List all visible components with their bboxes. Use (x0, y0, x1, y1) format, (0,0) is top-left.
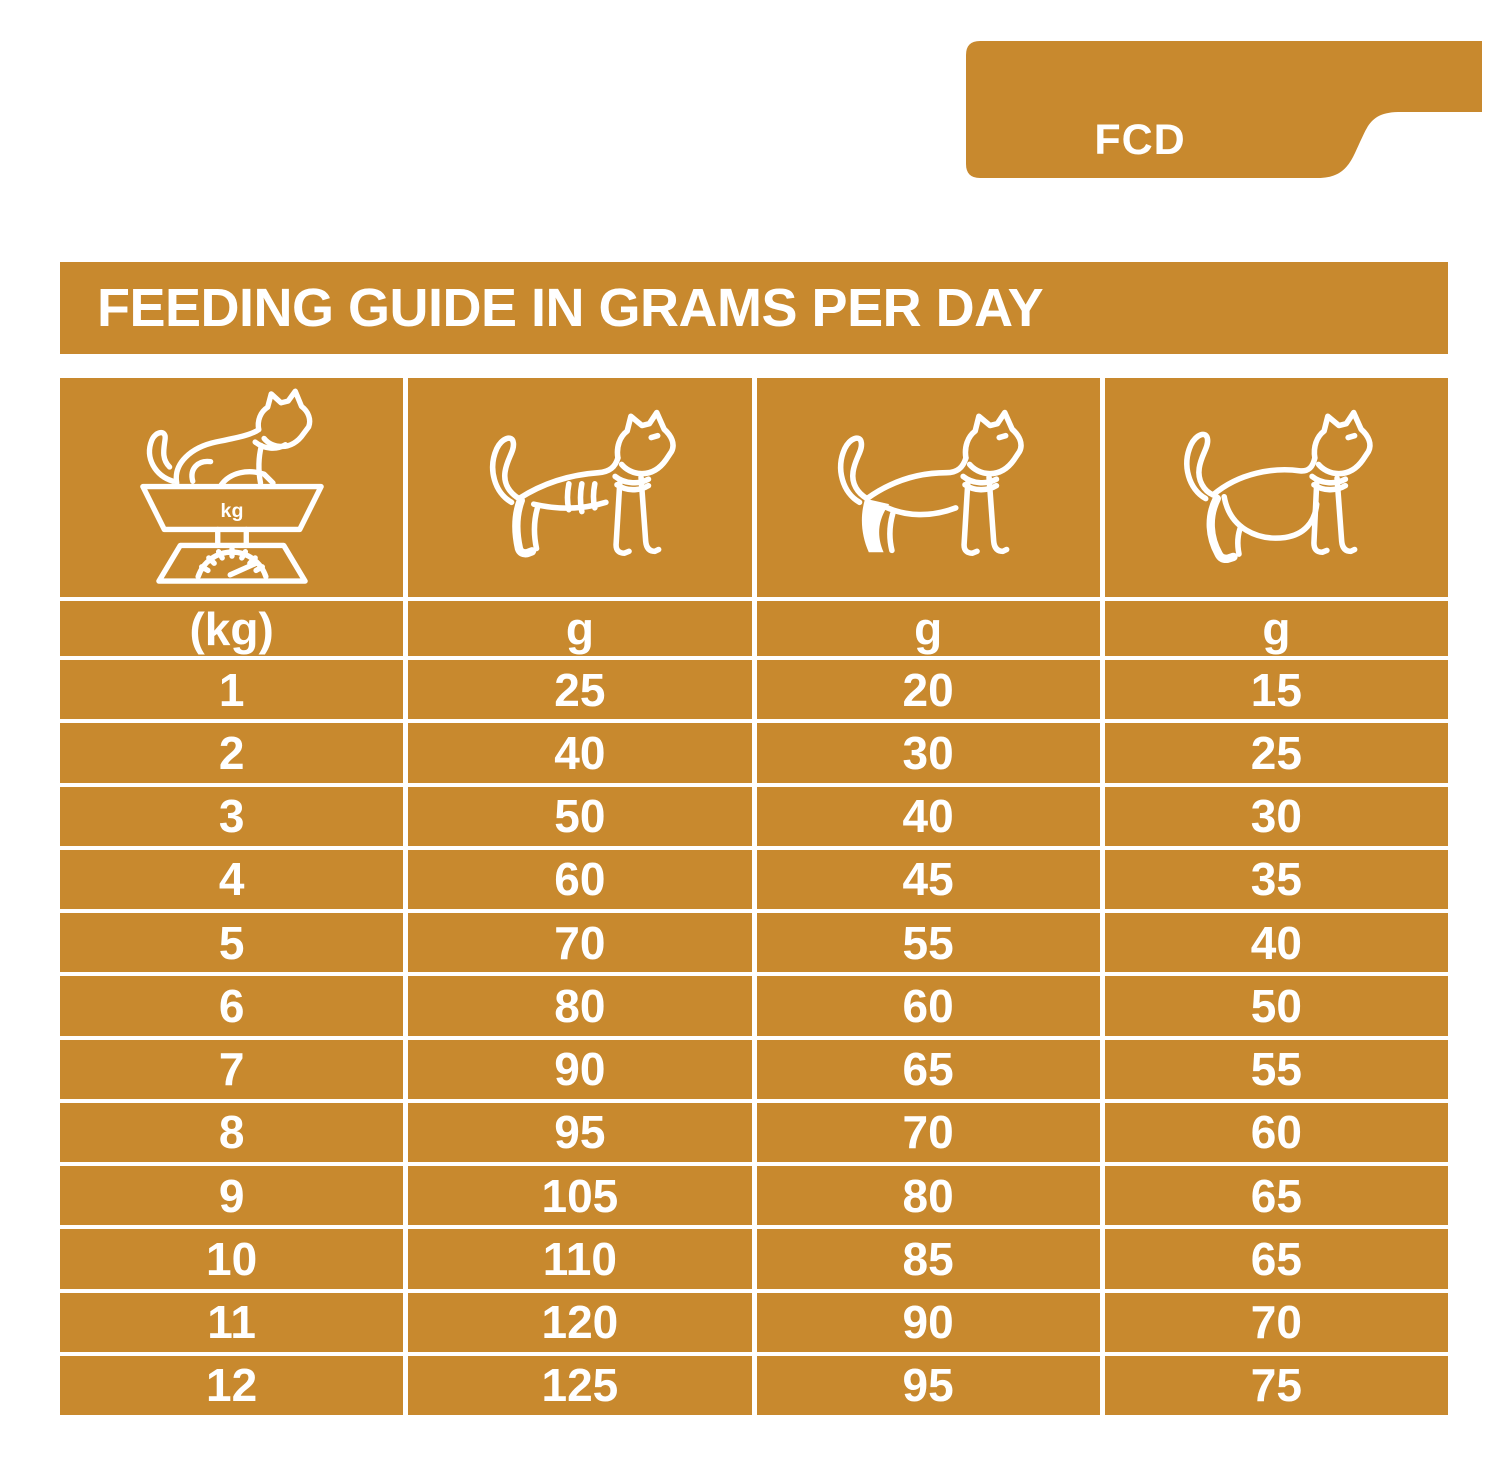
grams-per-day-cell: 70 (756, 1102, 1100, 1162)
grams-per-day-cell: 55 (1104, 1039, 1448, 1099)
grams-per-day-cell: 125 (408, 1355, 752, 1415)
grams-per-day-cell: 70 (1104, 1292, 1448, 1352)
column-header-underweight-cat (408, 378, 752, 597)
grams-per-day-cell: 85 (756, 1229, 1100, 1289)
body-weight-cell: 1 (60, 660, 404, 720)
column-header-body-weight: kg (60, 378, 404, 597)
underweight-cat-icon (489, 409, 676, 558)
body-weight-cell: 10 (60, 1229, 404, 1289)
body-weight-cell: 2 (60, 723, 404, 783)
grams-per-day-cell: 120 (408, 1292, 752, 1352)
column-header-ideal-weight-cat (756, 378, 1100, 597)
fcd-tab (966, 41, 1482, 178)
grams-per-day-cell: 110 (408, 1229, 752, 1289)
body-weight-cell: 3 (60, 786, 404, 846)
grams-per-day-cell: 65 (756, 1039, 1100, 1099)
grams-per-day-cell: 25 (408, 660, 752, 720)
ideal-weight-cat-icon (838, 409, 1024, 556)
grams-per-day-cell: 50 (1104, 976, 1448, 1036)
unit-header-g-underweight: g (408, 601, 752, 656)
overweight-cat-icon (1184, 409, 1374, 564)
grams-per-day-cell: 50 (408, 786, 752, 846)
body-weight-cell: 12 (60, 1355, 404, 1415)
unit-header-g-ideal: g (756, 601, 1100, 656)
grams-per-day-cell: 80 (408, 976, 752, 1036)
grams-per-day-cell: 45 (756, 849, 1100, 909)
fcd-tab-label: FCD (1094, 116, 1186, 164)
column-header-overweight-cat (1104, 378, 1448, 597)
grams-per-day-cell: 80 (756, 1166, 1100, 1226)
grams-per-day-cell: 40 (408, 723, 752, 783)
grams-per-day-cell: 30 (756, 723, 1100, 783)
body-weight-cell: 5 (60, 913, 404, 973)
grams-per-day-cell: 15 (1104, 660, 1448, 720)
grams-per-day-cell: 65 (1104, 1229, 1448, 1289)
grams-per-day-cell: 55 (756, 913, 1100, 973)
unit-header-kg: (kg) (60, 601, 404, 656)
grams-per-day-cell: 35 (1104, 849, 1448, 909)
grams-per-day-cell: 60 (756, 976, 1100, 1036)
grams-per-day-cell: 30 (1104, 786, 1448, 846)
grams-per-day-cell: 60 (1104, 1102, 1448, 1162)
grams-per-day-cell: 105 (408, 1166, 752, 1226)
grams-per-day-cell: 60 (408, 849, 752, 909)
grams-per-day-cell: 25 (1104, 723, 1448, 783)
body-weight-cell: 8 (60, 1102, 404, 1162)
feeding-guide-table: kg (60, 378, 1448, 1415)
grams-per-day-cell: 90 (408, 1039, 752, 1099)
grams-per-day-cell: 75 (1104, 1355, 1448, 1415)
body-weight-cell: 7 (60, 1039, 404, 1099)
grams-per-day-cell: 90 (756, 1292, 1100, 1352)
unit-header-g-overweight: g (1104, 601, 1448, 656)
grams-per-day-cell: 95 (756, 1355, 1100, 1415)
grams-per-day-cell: 70 (408, 913, 752, 973)
cat-on-scale-icon: kg (139, 388, 324, 584)
grams-per-day-cell: 20 (756, 660, 1100, 720)
grams-per-day-cell: 40 (1104, 913, 1448, 973)
grams-per-day-cell: 65 (1104, 1166, 1448, 1226)
page-title: FEEDING GUIDE IN GRAMS PER DAY (97, 278, 1044, 338)
body-weight-cell: 6 (60, 976, 404, 1036)
grams-per-day-cell: 40 (756, 786, 1100, 846)
body-weight-cell: 9 (60, 1166, 404, 1226)
grams-per-day-cell: 95 (408, 1102, 752, 1162)
scale-kg-label: kg (220, 500, 243, 522)
fcd-tab-shape (966, 41, 1482, 178)
title-bar: FEEDING GUIDE IN GRAMS PER DAY (60, 262, 1448, 354)
body-weight-cell: 11 (60, 1292, 404, 1352)
body-weight-cell: 4 (60, 849, 404, 909)
